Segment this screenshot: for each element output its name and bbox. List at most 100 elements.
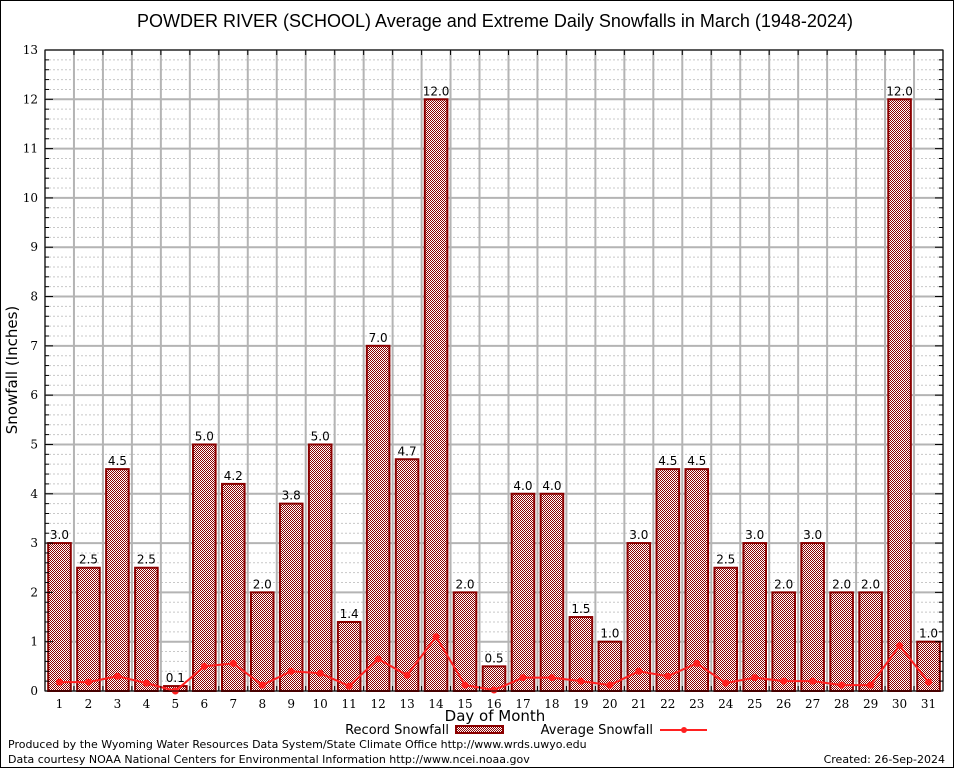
bar-day-8 — [249, 591, 275, 693]
bar-day-10 — [307, 443, 333, 693]
average-point-day-23 — [693, 659, 701, 667]
bar-label-day-17: 4.0 — [513, 479, 532, 493]
y-tick-label-2: 2 — [30, 585, 38, 599]
bar-label-day-28: 2.0 — [832, 577, 851, 591]
x-tick-label-8: 8 — [258, 697, 266, 711]
bar-label-day-10: 5.0 — [311, 429, 330, 443]
y-tick-label-7: 7 — [30, 339, 38, 353]
bar-label-day-2: 2.5 — [79, 553, 98, 567]
bar-label-day-15: 2.0 — [455, 577, 474, 591]
x-tick-label-17: 17 — [515, 697, 530, 711]
x-tick-label-18: 18 — [544, 697, 559, 711]
x-tick-label-25: 25 — [747, 697, 762, 711]
bar-label-day-21: 3.0 — [629, 528, 648, 542]
average-point-day-24 — [722, 679, 730, 687]
x-tick-label-24: 24 — [718, 697, 734, 711]
y-tick-label-1: 1 — [30, 635, 38, 649]
bar-label-day-20: 1.0 — [600, 627, 619, 641]
legend-record-label: Record Snowfall — [345, 723, 449, 738]
average-point-day-14 — [432, 633, 440, 641]
x-tick-label-5: 5 — [172, 697, 180, 711]
average-point-day-27 — [809, 677, 817, 685]
bar-day-18 — [539, 492, 565, 692]
x-tick-label-28: 28 — [834, 697, 849, 711]
x-axis-label: Day of Month — [445, 707, 546, 725]
average-point-day-22 — [664, 672, 672, 680]
y-tick-label-12: 12 — [23, 92, 38, 106]
y-tick-label-11: 11 — [23, 142, 38, 156]
average-point-day-11 — [345, 682, 353, 690]
bar-label-day-22: 4.5 — [658, 454, 677, 468]
average-point-day-10 — [316, 669, 324, 677]
average-point-day-3 — [113, 672, 121, 680]
bar-label-day-13: 4.7 — [398, 444, 417, 458]
footer-produced-by: Produced by the Wyoming Water Resources … — [8, 738, 587, 751]
bar-label-day-8: 2.0 — [253, 577, 272, 591]
bar-label-day-25: 3.0 — [745, 528, 764, 542]
legend-average-label: Average Snowfall — [541, 723, 653, 738]
x-tick-label-27: 27 — [805, 697, 820, 711]
x-tick-label-6: 6 — [201, 697, 209, 711]
bar-day-11 — [336, 620, 362, 693]
average-point-day-28 — [838, 681, 846, 689]
bar-label-day-24: 2.5 — [716, 553, 735, 567]
bar-day-3 — [105, 468, 130, 692]
x-tick-label-31: 31 — [921, 697, 936, 711]
bar-day-29 — [858, 591, 883, 693]
average-point-day-20 — [606, 681, 614, 689]
bar-day-24 — [713, 566, 739, 693]
bar-day-12 — [365, 344, 391, 692]
average-point-day-9 — [287, 667, 295, 675]
bar-label-day-7: 4.2 — [224, 469, 243, 483]
average-point-day-18 — [548, 674, 556, 682]
y-tick-label-8: 8 — [30, 290, 38, 304]
average-point-day-29 — [867, 681, 875, 689]
average-point-day-31 — [925, 678, 933, 686]
bar-label-day-14: 12.0 — [423, 84, 450, 98]
y-tick-label-4: 4 — [30, 487, 38, 501]
y-axis-label: Snowfall (Inches) — [3, 306, 21, 434]
x-tick-label-13: 13 — [399, 697, 414, 711]
plot-border — [44, 49, 944, 692]
bar-day-26 — [771, 591, 796, 693]
average-line — [55, 633, 933, 695]
bar-day-13 — [394, 458, 420, 692]
bar-day-17 — [510, 492, 536, 692]
average-point-day-21 — [635, 667, 643, 675]
bar-day-15 — [452, 591, 478, 693]
average-point-day-17 — [519, 674, 527, 682]
x-tick-label-2: 2 — [85, 697, 93, 711]
y-tick-label-5: 5 — [30, 437, 38, 451]
footer-created: Created: 26-Sep-2024 — [824, 753, 945, 766]
y-tick-label-3: 3 — [30, 536, 38, 550]
x-tick-label-12: 12 — [370, 697, 385, 711]
bar-label-day-3: 4.5 — [108, 454, 127, 468]
bar-label-day-19: 1.5 — [571, 602, 590, 616]
bar-label-day-9: 3.8 — [282, 489, 301, 503]
x-tick-label-1: 1 — [56, 697, 64, 711]
x-tick-labels: 1 2 3 4 5 6 7 8 9 10 11 12 13 14 15 16 17 18 19 20 21 22 23 24 2… — [56, 697, 936, 711]
bar-label-day-23: 4.5 — [687, 454, 706, 468]
legend-record-swatch — [455, 725, 504, 734]
bar-day-4 — [134, 566, 159, 693]
y-tick-label-6: 6 — [30, 388, 38, 402]
y-tick-label-13: 13 — [23, 43, 38, 57]
bar-day-6 — [192, 443, 217, 693]
bar-label-day-27: 3.0 — [803, 528, 822, 542]
average-point-day-8 — [258, 681, 266, 689]
bar-label-day-31: 1.0 — [919, 627, 938, 641]
x-tick-label-21: 21 — [631, 697, 646, 711]
bar-label-day-30: 12.0 — [886, 84, 913, 98]
average-point-day-26 — [780, 677, 788, 685]
average-point-day-12 — [374, 655, 382, 663]
x-tick-label-20: 20 — [602, 697, 617, 711]
average-point-day-15 — [461, 681, 469, 689]
chart-title: POWDER RIVER (SCHOOL) Average and Extrem… — [137, 11, 853, 31]
bar-day-22 — [655, 468, 681, 692]
average-point-day-16 — [490, 686, 498, 694]
bar-day-2 — [76, 566, 101, 693]
x-tick-label-15: 15 — [457, 697, 472, 711]
legend: Record Snowfall Average Snowfall — [345, 723, 707, 738]
bar-day-23 — [684, 468, 710, 692]
